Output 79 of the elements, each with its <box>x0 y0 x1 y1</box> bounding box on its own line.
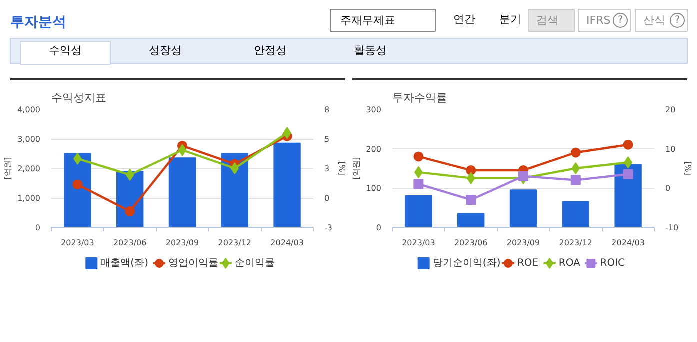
point <box>466 172 476 184</box>
legend-label: ROE <box>517 258 539 269</box>
point <box>125 206 136 216</box>
x-tick-label: 2024/03 <box>612 238 645 248</box>
legend-label: 당기순이익(좌) <box>432 258 501 269</box>
y-tick-label: 200 <box>366 144 382 154</box>
text: ? <box>618 15 624 26</box>
text: 주재무제표 <box>340 14 396 27</box>
y-tick-label: 0 <box>35 224 41 232</box>
x-tick-label: 2023/12 <box>559 238 593 248</box>
chart-title: 투자수익률 <box>392 92 448 104</box>
y2-tick-label: 0 <box>324 194 330 203</box>
y2-tick-label: 5 <box>324 135 330 144</box>
legend-label: 순이익률 <box>234 258 275 269</box>
y2-tick-label: -3 <box>324 224 332 232</box>
point <box>466 165 476 176</box>
x-tick-label: 2023/09 <box>506 238 540 248</box>
point <box>414 179 424 190</box>
y-tick-label: 2,000 <box>18 164 41 174</box>
y2-tick-label: 8 <box>324 106 330 114</box>
point <box>518 171 528 182</box>
bar <box>562 201 590 228</box>
text: 분기 <box>500 13 522 26</box>
point <box>230 162 240 174</box>
text: 수익성 <box>49 44 82 57</box>
y-tick-label: 1,000 <box>18 194 41 203</box>
point <box>466 194 476 205</box>
point <box>126 168 134 181</box>
point <box>570 175 581 186</box>
point <box>178 144 187 156</box>
text: 활동성 <box>354 44 387 57</box>
y-tick-label: 300 <box>366 106 382 114</box>
legend-label: 영업이익률 <box>168 258 218 269</box>
bar <box>458 213 485 228</box>
y-axis-title: [억원] <box>4 157 13 180</box>
x-tick-label: 2023/06 <box>113 238 147 248</box>
legend-label: ROA <box>558 258 581 269</box>
y-tick-label: 3,000 <box>18 135 41 144</box>
chart-title: 수익성지표 <box>52 92 106 104</box>
text: 안정성 <box>254 44 287 57</box>
text: 투자분석 <box>10 14 66 30</box>
y2-tick-label: -10 <box>666 224 679 232</box>
text: 성장성 <box>149 44 182 57</box>
text: IFRS <box>586 14 611 27</box>
text: ? <box>674 15 680 26</box>
bar <box>274 142 301 228</box>
y-tick-label: 0 <box>376 224 382 232</box>
bar <box>64 153 92 228</box>
y-tick-label: 4,000 <box>18 106 41 114</box>
x-tick-label: 2023/09 <box>166 238 200 248</box>
bar <box>614 164 642 228</box>
bar <box>221 153 248 228</box>
y-axis-title: [억원] <box>352 157 362 180</box>
legend-label: ROIC <box>600 258 626 269</box>
point <box>623 169 634 180</box>
x-tick-label: 2023/03 <box>61 238 94 248</box>
x-tick-label: 2023/12 <box>218 238 252 248</box>
y2-tick-label: 20 <box>666 106 676 114</box>
text: 연간 <box>454 13 476 26</box>
x-tick-label: 2024/03 <box>270 238 304 248</box>
legend-label: 매출액(좌) <box>100 258 149 269</box>
x-tick-label: 2023/03 <box>402 238 436 248</box>
point <box>414 152 424 162</box>
point <box>72 180 83 190</box>
bar <box>510 190 538 228</box>
bar <box>405 196 432 228</box>
point <box>570 148 581 158</box>
text: 검색 <box>536 14 558 27</box>
y2-tick-label: 10 <box>666 144 676 154</box>
x-tick-label: 2023/06 <box>454 238 488 248</box>
text: 산식 <box>644 14 666 27</box>
y2-tick-label: 3 <box>324 164 330 174</box>
y2-axis-title: [%] <box>684 162 693 176</box>
y2-axis-title: [%] <box>337 162 346 176</box>
point <box>623 140 634 150</box>
y-tick-label: 100 <box>366 184 382 194</box>
point <box>572 162 580 174</box>
y2-tick-label: 0 <box>666 184 671 194</box>
bar <box>168 158 196 228</box>
